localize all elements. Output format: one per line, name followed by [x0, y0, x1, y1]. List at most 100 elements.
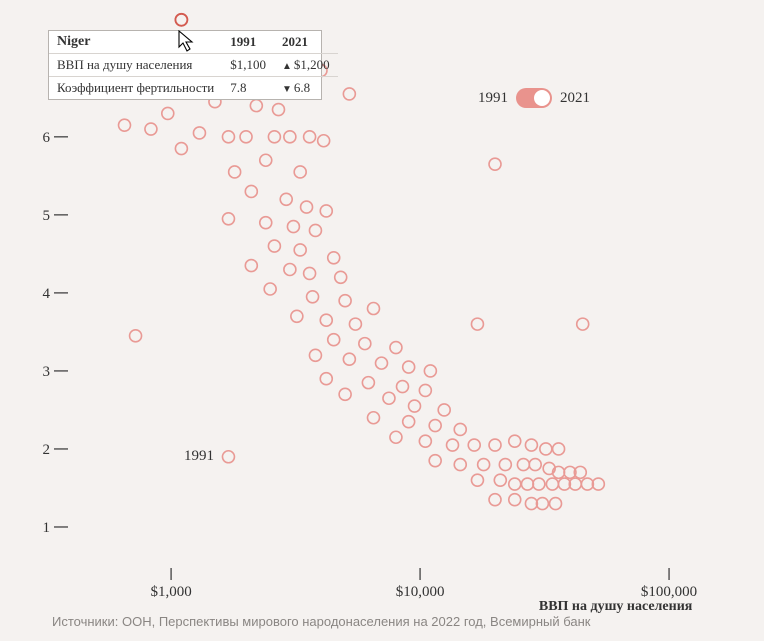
- toggle-pill[interactable]: [516, 88, 552, 108]
- data-point[interactable]: [118, 119, 130, 131]
- data-point[interactable]: [429, 420, 441, 432]
- data-point[interactable]: [291, 310, 303, 322]
- data-point[interactable]: [367, 412, 379, 424]
- data-point[interactable]: [294, 244, 306, 256]
- data-point[interactable]: [287, 221, 299, 233]
- data-point[interactable]: [260, 217, 272, 229]
- data-point[interactable]: [494, 474, 506, 486]
- x-axis-label: ВВП на душу населения: [539, 599, 693, 614]
- data-point[interactable]: [529, 459, 541, 471]
- data-point[interactable]: [367, 303, 379, 315]
- data-point[interactable]: [509, 494, 521, 506]
- data-point[interactable]: [222, 213, 234, 225]
- data-point[interactable]: [309, 349, 321, 361]
- data-point[interactable]: [130, 330, 142, 342]
- data-point[interactable]: [409, 400, 421, 412]
- data-point[interactable]: [268, 131, 280, 143]
- trend-up-icon: [282, 57, 294, 72]
- data-point[interactable]: [438, 404, 450, 416]
- data-point[interactable]: [307, 291, 319, 303]
- data-point[interactable]: [509, 478, 521, 490]
- data-point[interactable]: [343, 353, 355, 365]
- tooltip-row-v1: 7.8: [222, 77, 274, 100]
- data-point[interactable]: [245, 185, 257, 197]
- data-point[interactable]: [145, 123, 157, 135]
- data-point[interactable]: [471, 474, 483, 486]
- data-point[interactable]: [362, 377, 374, 389]
- year-toggle[interactable]: 1991 2021: [478, 88, 590, 108]
- data-point[interactable]: [419, 384, 431, 396]
- data-point[interactable]: [489, 439, 501, 451]
- data-point[interactable]: [320, 314, 332, 326]
- data-point[interactable]: [546, 478, 558, 490]
- data-point-highlighted[interactable]: [175, 14, 187, 26]
- data-point[interactable]: [454, 423, 466, 435]
- data-point[interactable]: [318, 135, 330, 147]
- data-point[interactable]: [162, 107, 174, 119]
- data-point[interactable]: [478, 459, 490, 471]
- data-point[interactable]: [419, 435, 431, 447]
- data-point[interactable]: [339, 388, 351, 400]
- data-point[interactable]: [536, 498, 548, 510]
- data-point[interactable]: [260, 154, 272, 166]
- data-point[interactable]: [301, 201, 313, 213]
- data-point[interactable]: [280, 193, 292, 205]
- data-point[interactable]: [517, 459, 529, 471]
- data-point[interactable]: [403, 361, 415, 373]
- data-point[interactable]: [525, 498, 537, 510]
- data-point[interactable]: [375, 357, 387, 369]
- data-point[interactable]: [339, 295, 351, 307]
- data-point[interactable]: [471, 318, 483, 330]
- data-point[interactable]: [272, 104, 284, 116]
- data-point[interactable]: [328, 334, 340, 346]
- data-point[interactable]: [553, 443, 565, 455]
- data-point[interactable]: [577, 318, 589, 330]
- data-point[interactable]: [390, 342, 402, 354]
- data-point[interactable]: [320, 205, 332, 217]
- data-point[interactable]: [396, 381, 408, 393]
- data-point[interactable]: [284, 131, 296, 143]
- toggle-label-left: 1991: [478, 90, 508, 107]
- data-point[interactable]: [335, 271, 347, 283]
- data-point[interactable]: [383, 392, 395, 404]
- data-point[interactable]: [268, 240, 280, 252]
- data-point[interactable]: [193, 127, 205, 139]
- data-point[interactable]: [429, 455, 441, 467]
- data-point[interactable]: [390, 431, 402, 443]
- data-point[interactable]: [424, 365, 436, 377]
- data-point[interactable]: [359, 338, 371, 350]
- data-point[interactable]: [294, 166, 306, 178]
- data-point[interactable]: [525, 439, 537, 451]
- data-point[interactable]: [229, 166, 241, 178]
- data-point[interactable]: [304, 131, 316, 143]
- data-point[interactable]: [222, 451, 234, 463]
- data-point[interactable]: [264, 283, 276, 295]
- data-point[interactable]: [540, 443, 552, 455]
- data-point[interactable]: [499, 459, 511, 471]
- data-point[interactable]: [468, 439, 480, 451]
- toggle-knob: [534, 90, 550, 106]
- data-point[interactable]: [349, 318, 361, 330]
- data-point[interactable]: [320, 373, 332, 385]
- data-point[interactable]: [403, 416, 415, 428]
- data-point[interactable]: [343, 88, 355, 100]
- data-point[interactable]: [489, 494, 501, 506]
- data-point[interactable]: [489, 158, 501, 170]
- data-point[interactable]: [533, 478, 545, 490]
- data-point[interactable]: [304, 267, 316, 279]
- data-point[interactable]: [240, 131, 252, 143]
- data-point[interactable]: [328, 252, 340, 264]
- x-tick-label: $10,000: [396, 584, 445, 600]
- data-point[interactable]: [454, 459, 466, 471]
- data-point[interactable]: [509, 435, 521, 447]
- data-point[interactable]: [250, 100, 262, 112]
- data-point[interactable]: [521, 478, 533, 490]
- data-point[interactable]: [175, 143, 187, 155]
- data-point[interactable]: [309, 224, 321, 236]
- tooltip-col-1991: 1991: [222, 31, 274, 54]
- data-point[interactable]: [245, 260, 257, 272]
- data-point[interactable]: [222, 131, 234, 143]
- data-point[interactable]: [550, 498, 562, 510]
- data-point[interactable]: [284, 263, 296, 275]
- data-point[interactable]: [447, 439, 459, 451]
